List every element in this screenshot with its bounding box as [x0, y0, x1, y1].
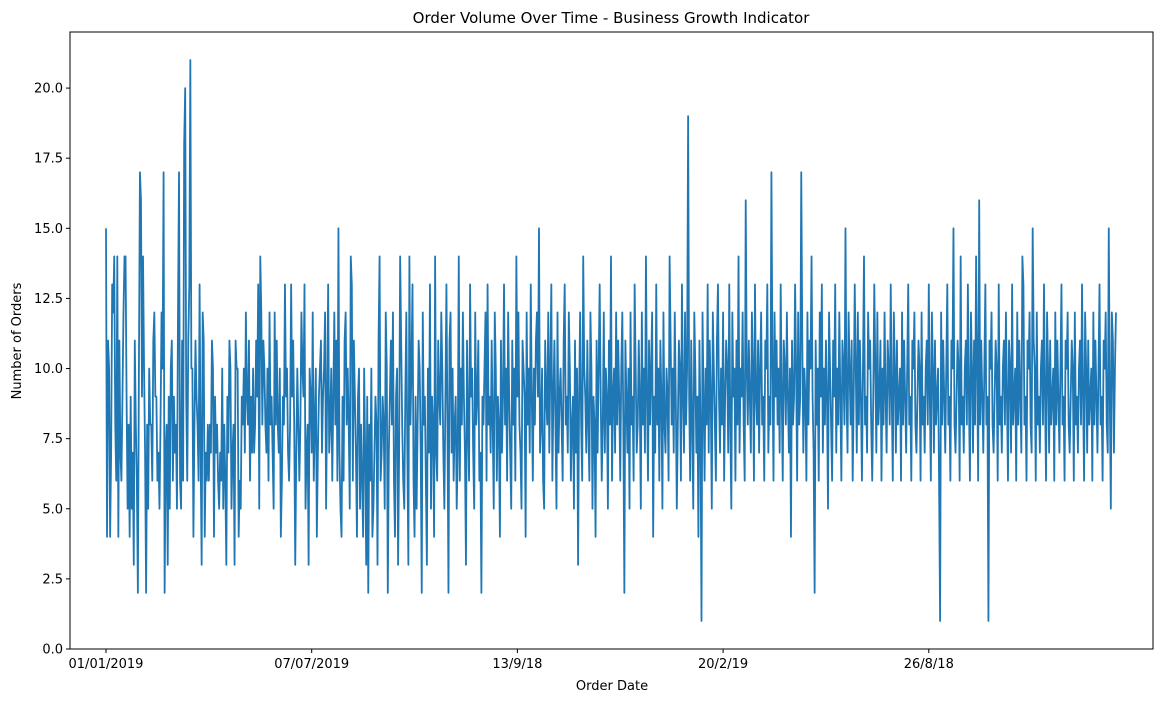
y-tick-label: 15.0 — [34, 222, 63, 237]
axes-frame — [69, 31, 1154, 650]
y-tick-label: 7.5 — [42, 432, 63, 447]
y-tick-label: 0.0 — [42, 643, 63, 658]
y-axis: 0.0 2.5 5.0 7.5 10.0 12.5 15.0 17.5 20.0 — [34, 82, 70, 658]
y-tick-label: 10.0 — [34, 362, 63, 377]
x-tick-label: 26/8/18 — [904, 657, 954, 672]
x-axis: 01/01/2019 07/07/2019 13/9/18 20/2/19 26/8/1… — [69, 649, 954, 672]
x-tick-label: 13/9/18 — [492, 657, 542, 672]
y-tick-label: 2.5 — [42, 572, 63, 587]
y-tick-label: 12.5 — [34, 292, 63, 307]
chart-title: Order Volume Over Time - Business Growth… — [413, 9, 811, 27]
x-tick-label: 01/01/2019 — [69, 657, 144, 672]
x-tick-label: 20/2/19 — [698, 657, 748, 672]
y-axis-label: Number of Orders — [10, 282, 25, 399]
y-tick-label: 20.0 — [34, 82, 63, 97]
y-tick-label: 5.0 — [42, 502, 63, 517]
series-line-0 — [105, 59, 1117, 622]
plot-area — [105, 59, 1117, 622]
y-tick-label: 17.5 — [34, 152, 63, 167]
x-axis-label: Order Date — [576, 679, 648, 694]
x-tick-label: 07/07/2019 — [274, 657, 349, 672]
